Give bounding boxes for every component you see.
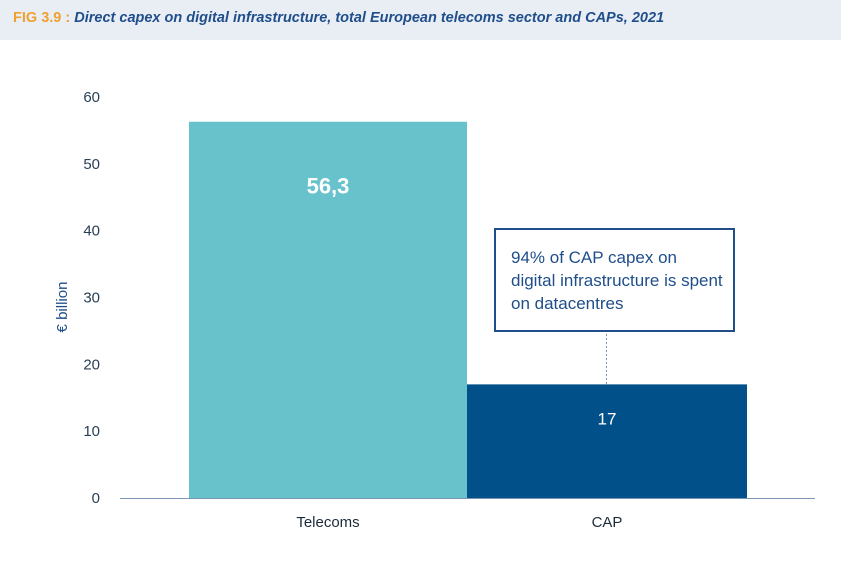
- y-axis: 0 10 20 30 40 50 60: [83, 89, 100, 507]
- x-axis-categories: Telecoms CAP: [296, 514, 622, 531]
- callout-box: 94% of CAP capex on digital infrastructu…: [494, 228, 735, 332]
- y-tick-label: 40: [83, 223, 100, 240]
- bars: 56,3 17: [189, 121, 747, 498]
- figure-title: Direct capex on digital infrastructure, …: [74, 10, 665, 26]
- y-tick-label: 50: [83, 156, 100, 173]
- y-tick-label: 30: [83, 290, 100, 307]
- bar-cap: [467, 384, 747, 498]
- y-axis-label: € billion: [54, 282, 71, 333]
- data-label-cap: 17: [598, 409, 617, 428]
- y-tick-label: 10: [83, 423, 100, 440]
- data-label-telecoms: 56,3: [307, 174, 350, 199]
- bar-telecoms: [189, 121, 467, 498]
- x-tick-label: Telecoms: [296, 514, 359, 531]
- y-tick-label: 0: [92, 490, 100, 507]
- figure-title-bar: FIG 3.9 : Direct capex on digital infras…: [0, 0, 841, 40]
- y-tick-label: 60: [83, 89, 100, 106]
- figure-number: FIG 3.9 :: [13, 10, 71, 26]
- y-tick-label: 20: [83, 356, 100, 373]
- x-tick-label: CAP: [592, 514, 623, 531]
- callout-text: 94% of CAP capex on digital infrastructu…: [511, 248, 723, 313]
